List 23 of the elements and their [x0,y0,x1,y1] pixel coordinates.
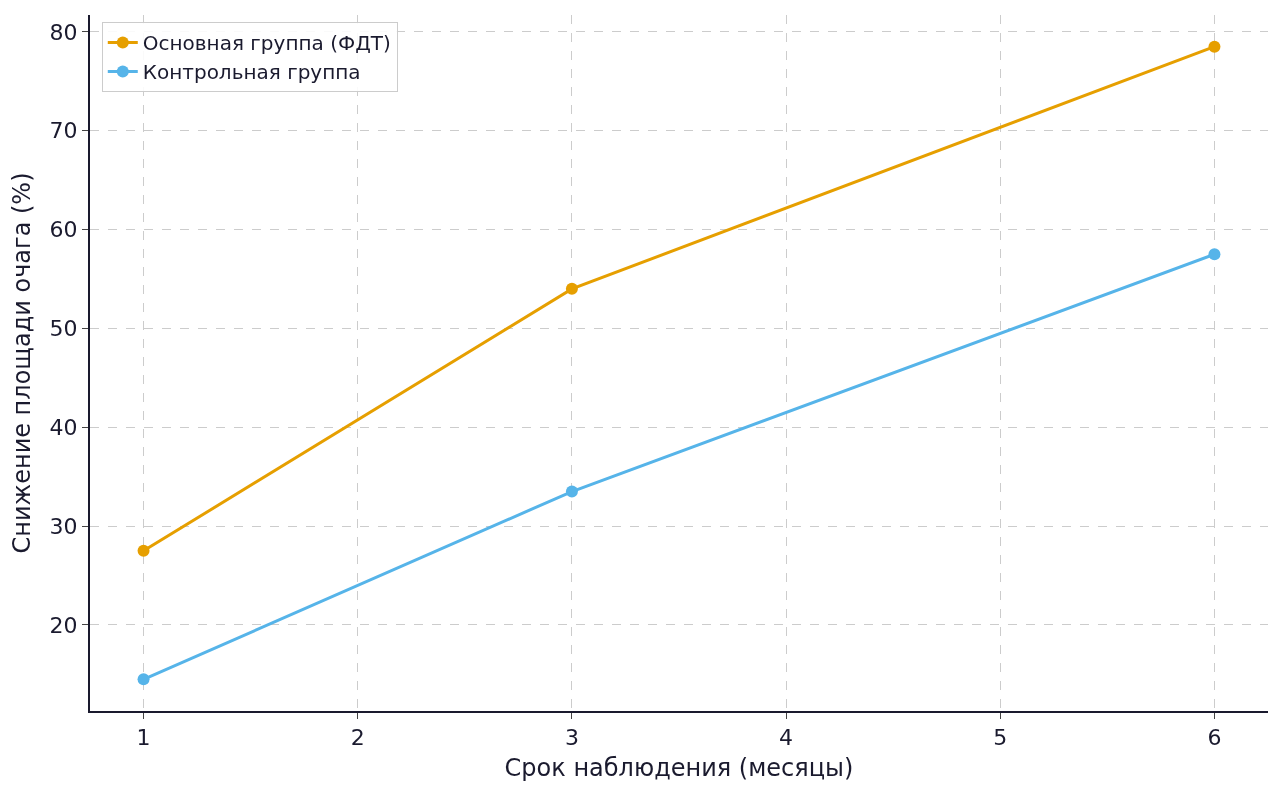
y-tick-label: 70 [49,118,78,144]
y-tick-label: 60 [49,217,78,243]
y-tick-label: 40 [49,414,78,440]
point [565,282,578,295]
y-tick-label: 80 [49,19,78,45]
x-tick-label: 5 [993,725,1008,751]
x-axis-title: Срок наблюдения (месяцы) [504,754,854,783]
y-axis-title: Снижение площади очага (%) [8,172,37,554]
y-tick-label: 50 [49,316,78,342]
legend-label: Контрольная группа [142,60,361,85]
x-tick-label: 4 [779,725,794,751]
legend-label: Основная группа (ФДТ) [142,31,391,56]
x-tick-label: 2 [350,725,365,751]
y-tick-label: 30 [49,513,78,539]
x-tick-label: 1 [136,725,151,751]
x-tick-label: 3 [564,725,579,751]
point [137,544,150,557]
point [1208,40,1221,53]
point [1208,248,1221,261]
point [137,673,150,686]
y-tick-label: 20 [49,612,78,638]
x-tick-label: 6 [1207,725,1222,751]
point [565,485,578,498]
